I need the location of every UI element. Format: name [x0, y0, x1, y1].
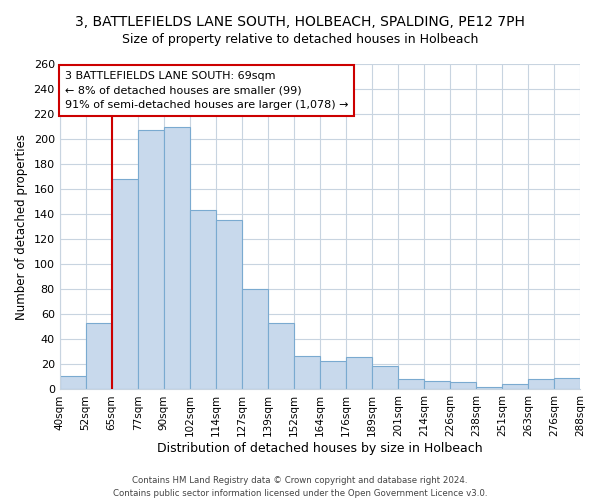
Y-axis label: Number of detached properties: Number of detached properties [15, 134, 28, 320]
Bar [242, 290, 268, 390]
Bar [398, 380, 424, 390]
Text: 3 BATTLEFIELDS LANE SOUTH: 69sqm
← 8% of detached houses are smaller (99)
91% of: 3 BATTLEFIELDS LANE SOUTH: 69sqm ← 8% of… [65, 70, 349, 110]
Bar [59, 376, 86, 390]
Bar [268, 323, 294, 390]
Bar [502, 384, 528, 390]
Bar [216, 220, 242, 390]
Bar [346, 357, 372, 390]
Bar [424, 380, 450, 390]
X-axis label: Distribution of detached houses by size in Holbeach: Distribution of detached houses by size … [157, 442, 482, 455]
Bar [554, 378, 580, 390]
Bar [450, 382, 476, 390]
Bar [294, 356, 320, 390]
Bar [372, 366, 398, 390]
Bar [86, 323, 112, 390]
Text: Contains HM Land Registry data © Crown copyright and database right 2024.
Contai: Contains HM Land Registry data © Crown c… [113, 476, 487, 498]
Text: Size of property relative to detached houses in Holbeach: Size of property relative to detached ho… [122, 32, 478, 46]
Bar [164, 126, 190, 390]
Text: 3, BATTLEFIELDS LANE SOUTH, HOLBEACH, SPALDING, PE12 7PH: 3, BATTLEFIELDS LANE SOUTH, HOLBEACH, SP… [75, 15, 525, 29]
Bar [528, 380, 554, 390]
Bar [138, 130, 164, 390]
Bar [320, 360, 346, 390]
Bar [112, 179, 138, 390]
Bar [476, 387, 502, 390]
Bar [190, 210, 216, 390]
